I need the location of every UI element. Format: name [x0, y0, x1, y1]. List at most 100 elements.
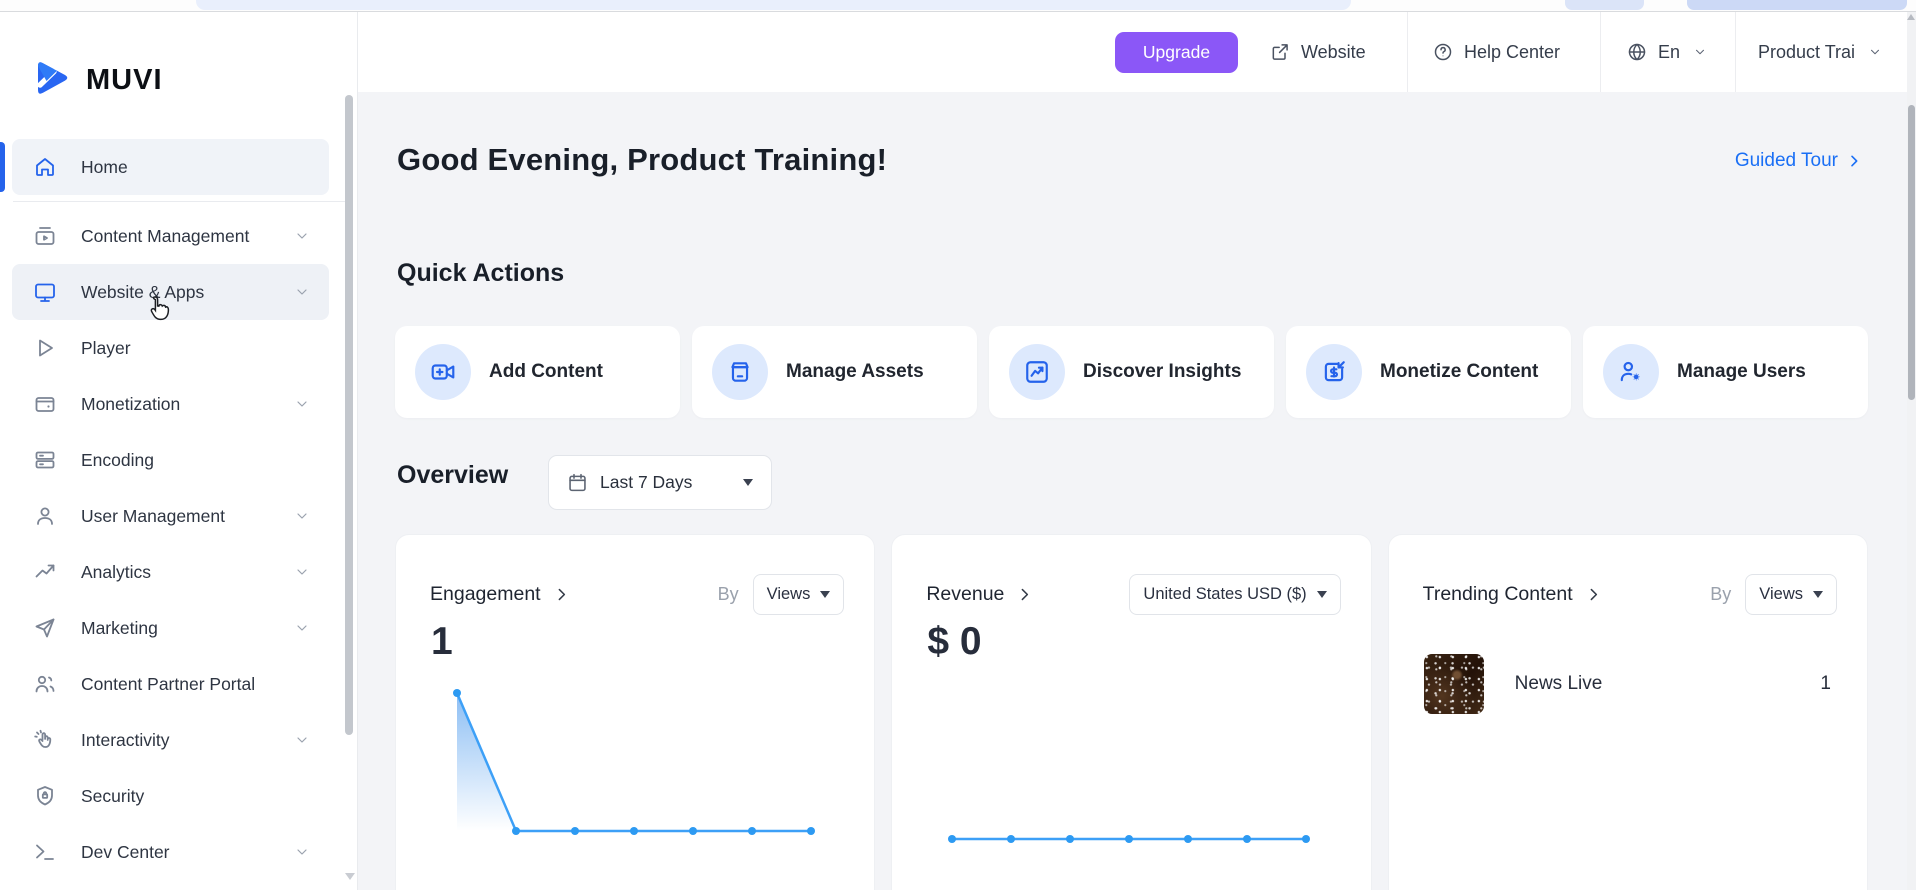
chevron-down-icon: [297, 737, 307, 743]
account-name: Product Trai: [1758, 41, 1856, 62]
shield-lock-icon: [33, 784, 57, 808]
chevron-right-icon: [1021, 588, 1029, 601]
website-link[interactable]: Website: [1270, 12, 1366, 92]
revenue-card: Revenue United States USD ($) $ 0: [891, 534, 1372, 890]
language-label: En: [1658, 41, 1681, 62]
discover-insights-card[interactable]: Discover Insights: [989, 326, 1274, 418]
people-icon: [33, 672, 57, 696]
browser-address-bar[interactable]: [196, 0, 1351, 10]
main-content: Good Evening, Product Training! Guided T…: [358, 92, 1916, 890]
sidebar-item-analytics[interactable]: Analytics: [0, 544, 357, 600]
website-label: Website: [1301, 41, 1366, 62]
sidebar-item-content-partner-portal[interactable]: Content Partner Portal: [0, 656, 357, 712]
content-management-icon: [33, 224, 57, 248]
help-center-link[interactable]: Help Center: [1433, 12, 1560, 92]
sidebar-item-marketing[interactable]: Marketing: [0, 600, 357, 656]
sidebar-scrollbar-down-arrow[interactable]: [345, 873, 355, 880]
monetize-content-card[interactable]: Monetize Content: [1286, 326, 1571, 418]
scrollbar-thumb[interactable]: [1908, 105, 1915, 400]
date-range-dropdown[interactable]: Last 7 Days: [548, 455, 772, 510]
browser-button[interactable]: [1565, 0, 1644, 10]
language-selector[interactable]: En: [1627, 12, 1707, 92]
engagement-value: 1: [431, 620, 453, 663]
currency-dropdown[interactable]: United States USD ($): [1129, 574, 1341, 615]
revenue-title-link[interactable]: Revenue: [926, 583, 1033, 606]
upgrade-button[interactable]: Upgrade: [1115, 32, 1238, 73]
chevron-down-icon: [297, 569, 307, 575]
server-icon: [33, 448, 57, 472]
chevron-right-icon: [1590, 588, 1597, 601]
content-views-count: 1: [1820, 673, 1831, 694]
sidebar-item-settings-partial[interactable]: [0, 880, 357, 890]
page-scrollbar[interactable]: [1907, 12, 1916, 890]
content-name: News Live: [1514, 673, 1603, 694]
trending-up-icon: [33, 560, 57, 584]
money-return-icon: [1306, 344, 1362, 400]
engagement-metric-dropdown[interactable]: Views: [752, 574, 845, 615]
by-label: By: [717, 584, 739, 604]
chevron-down-icon: [297, 401, 307, 407]
sidebar-item-dev-center[interactable]: Dev Center: [0, 824, 357, 880]
user-gear-icon: [1603, 344, 1659, 400]
sidebar-item-interactivity[interactable]: Interactivity: [0, 712, 357, 768]
play-icon: [33, 336, 57, 360]
divider: [13, 201, 345, 202]
sidebar: MUVI Home Content Management: [0, 12, 358, 890]
sidebar-item-home[interactable]: Home: [0, 139, 357, 195]
scrollbar-up-arrow[interactable]: [1907, 14, 1915, 20]
browser-button[interactable]: [1687, 0, 1907, 10]
caret-down-icon: [743, 479, 753, 486]
sidebar-item-content-management[interactable]: Content Management: [0, 208, 357, 264]
caret-down-icon: [1813, 591, 1823, 598]
globe-icon: [1628, 43, 1646, 61]
chevron-down-icon: [297, 233, 307, 239]
interactivity-icon: [33, 728, 57, 752]
video-plus-icon: [415, 344, 471, 400]
chart-square-icon: [1009, 344, 1065, 400]
engagement-title-link[interactable]: Engagement: [430, 583, 570, 606]
sidebar-item-player[interactable]: Player: [0, 320, 357, 376]
chevron-right-icon: [558, 588, 565, 601]
sidebar-item-security[interactable]: Security: [0, 768, 357, 824]
chevron-down-icon: [1871, 49, 1880, 55]
chevron-down-icon: [297, 513, 307, 519]
divider: [1600, 12, 1601, 92]
wallet-icon: [33, 392, 57, 416]
browser-chrome-strip: [0, 0, 1916, 12]
caret-down-icon: [1316, 591, 1327, 598]
add-content-card[interactable]: Add Content: [395, 326, 680, 418]
page-title-greeting: Good Evening, Product Training!: [397, 142, 888, 177]
overview-title: Overview: [397, 461, 509, 489]
sidebar-item-monetization[interactable]: Monetization: [0, 376, 357, 432]
monitor-icon: [33, 280, 57, 304]
manage-users-card[interactable]: Manage Users: [1583, 326, 1868, 418]
quick-actions-title: Quick Actions: [397, 259, 565, 287]
terminal-icon: [33, 840, 57, 864]
sidebar-item-user-management[interactable]: User Management: [0, 488, 357, 544]
trending-content-card: Trending Content By Views News Live 1: [1387, 534, 1868, 890]
sidebar-scrollbar-thumb[interactable]: [345, 95, 353, 735]
caret-down-icon: [820, 591, 831, 598]
content-thumbnail: [1423, 654, 1484, 714]
brand-logo[interactable]: MUVI: [33, 58, 163, 103]
chevron-down-icon: [297, 625, 307, 631]
home-icon: [33, 155, 57, 179]
trending-metric-dropdown[interactable]: Views: [1745, 574, 1837, 615]
chevron-right-icon: [1851, 155, 1858, 167]
sidebar-item-website-apps[interactable]: Website & Apps: [0, 264, 357, 320]
by-label: By: [1710, 584, 1732, 604]
manage-assets-card[interactable]: Manage Assets: [692, 326, 977, 418]
chevron-down-icon: [1696, 49, 1705, 55]
user-icon: [33, 504, 57, 528]
quick-actions-row: Add Content Manage Assets Discover Insig…: [395, 326, 1868, 418]
account-menu[interactable]: Product Trai: [1758, 12, 1882, 92]
guided-tour-link[interactable]: Guided Tour: [1735, 150, 1862, 172]
sidebar-item-encoding[interactable]: Encoding: [0, 432, 357, 488]
help-center-label: Help Center: [1464, 41, 1561, 62]
sidebar-nav: Home Content Management Website & Apps: [0, 139, 357, 890]
date-range-label: Last 7 Days: [600, 472, 693, 492]
trending-list-item[interactable]: News Live 1: [1423, 654, 1831, 714]
trending-content-title-link[interactable]: Trending Content: [1423, 583, 1602, 606]
chevron-down-icon: [297, 849, 307, 855]
